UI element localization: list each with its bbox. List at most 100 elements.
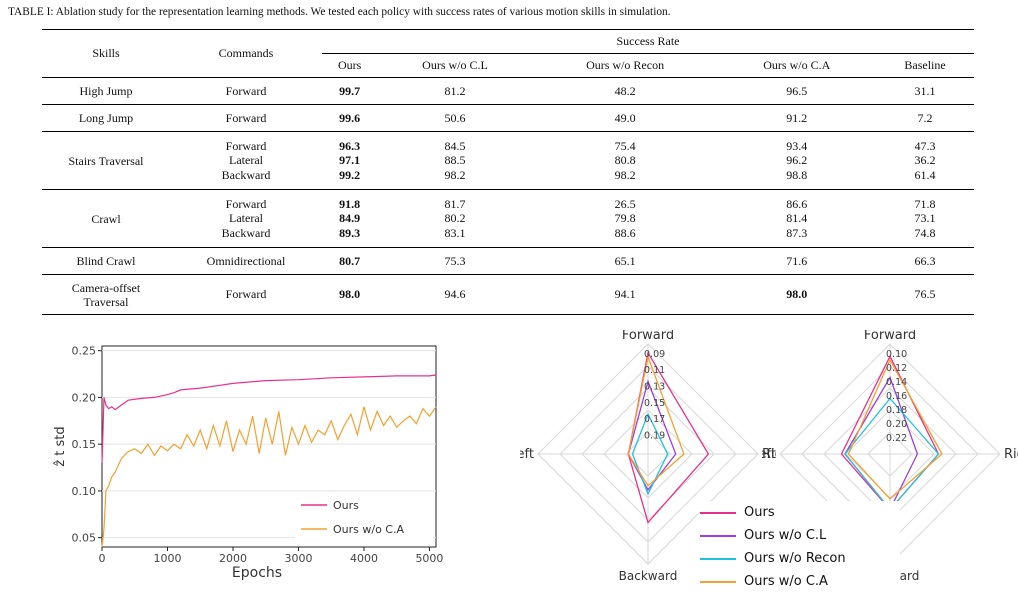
- x-tick-label: 5000: [415, 552, 443, 565]
- skill-cell: Blind Crawl: [42, 247, 170, 275]
- legend-box: [295, 495, 433, 541]
- y-tick-label: 0.05: [72, 532, 97, 545]
- x-tick-label: 4000: [350, 552, 378, 565]
- radar-series: [631, 412, 669, 496]
- radar-legend: Ours Ours w/o C.L Ours w/o Recon Ours w/o C…: [700, 501, 900, 593]
- radar-chart-left: Forward Right Backward Left 0.09 0.11 0.13 0.15…: [520, 330, 776, 580]
- radar-series: [627, 379, 677, 492]
- legend-item: Ours w/o Recon: [700, 547, 900, 570]
- value-cell: 98.0: [322, 274, 378, 315]
- table-row: Stairs Traversal Forward Lateral Backward 96…: [42, 131, 974, 190]
- value-cell: 96.5: [717, 77, 877, 105]
- legend-label: Ours w/o C.L: [744, 528, 827, 543]
- radar-tick-label: 0.12: [886, 363, 907, 374]
- value-cell: 66.3: [876, 247, 974, 275]
- command-cell: Forward Lateral Backward: [170, 131, 322, 190]
- value-cell: 76.5: [876, 274, 974, 315]
- skill-cell: High Jump: [42, 77, 170, 105]
- col-header-3: Ours w/o C.A: [763, 58, 831, 72]
- command-cell: Forward: [170, 104, 322, 132]
- radar-tick-label: 0.09: [644, 349, 665, 360]
- x-tick-label: 3000: [284, 552, 312, 565]
- skill-cell: Stairs Traversal: [42, 131, 170, 190]
- radar-tick-label: 0.17: [644, 414, 665, 425]
- value-cell: 86.6 81.4 87.3: [717, 189, 877, 248]
- value-cell: 91.2: [717, 104, 877, 132]
- table-caption: TABLE I: Ablation study for the represen…: [8, 6, 671, 18]
- legend-item: Ours w/o C.A: [700, 570, 900, 593]
- radar-axis-label: Forward: [622, 330, 674, 343]
- y-tick-label: 0.10: [72, 485, 97, 498]
- radar-series: [627, 354, 685, 487]
- radar-series: [627, 351, 710, 524]
- value-cell: 50.6: [377, 104, 533, 132]
- value-cell: 84.5 88.5 98.2: [377, 131, 533, 190]
- x-tick-label: 2000: [219, 552, 247, 565]
- value-cell: 94.6: [377, 274, 533, 315]
- radar-tick-label: 0.15: [644, 398, 665, 409]
- command-cell: Forward Lateral Backward: [170, 189, 322, 248]
- radar-tick-label: 0.19: [644, 430, 665, 441]
- series-line: [101, 374, 437, 463]
- value-cell: 65.1: [532, 247, 718, 275]
- value-cell: 99.7: [322, 77, 378, 105]
- value-cell: 75.4 80.8 98.2: [532, 131, 718, 190]
- x-tick-label: 0: [99, 552, 106, 565]
- legend-label: Ours: [744, 505, 775, 520]
- radar-axis-label: Left: [762, 447, 776, 462]
- command-cell: Omnidirectional: [170, 247, 322, 275]
- col-header-success-rate: Success Rate: [322, 29, 974, 54]
- ablation-table: Skills Commands Success Rate Ours Ours w/…: [42, 29, 974, 315]
- radar-axis-label: Right: [762, 447, 776, 462]
- y-tick-label: 0.20: [72, 391, 97, 404]
- legend-label: Ours w/o Recon: [744, 551, 846, 566]
- legend-label: Ours w/o C.A: [744, 574, 828, 589]
- radar-axis-label: Backward: [619, 569, 678, 580]
- x-axis-label: Epochs: [232, 565, 282, 580]
- command-cell: Forward: [170, 77, 322, 105]
- table-row: High Jump Forward 99.7 81.2 48.2 96.5 31.1: [42, 77, 974, 105]
- command-cell: Forward: [170, 274, 322, 315]
- value-cell: 91.8 84.9 89.3: [322, 189, 378, 248]
- legend-swatch: [700, 534, 736, 537]
- value-cell: 7.2: [876, 104, 974, 132]
- value-cell: 93.4 96.2 98.8: [717, 131, 877, 190]
- table-row: Crawl Forward Lateral Backward 91.8 84.9 89.3 8…: [42, 189, 974, 248]
- value-cell: 71.8 73.1 74.8: [876, 189, 974, 248]
- legend-item: Ours w/o C.L: [700, 524, 900, 547]
- value-cell: 81.2: [377, 77, 533, 105]
- radar-tick-label: 0.16: [886, 391, 907, 402]
- col-header-2: Ours w/o Recon: [586, 58, 665, 72]
- legend-swatch: [700, 580, 736, 583]
- radar-tick-label: 0.22: [886, 433, 907, 444]
- value-cell: 47.3 36.2 61.4: [876, 131, 974, 190]
- value-cell: 99.6: [322, 104, 378, 132]
- legend-swatch: [700, 557, 736, 560]
- radar-axis-label: Left: [520, 447, 534, 462]
- radar-tick-label: 0.10: [886, 349, 907, 360]
- radar-series: [847, 358, 943, 500]
- value-cell: 80.7: [322, 247, 378, 275]
- legend-item: Ours: [700, 501, 900, 524]
- radar-axis-label: Forward: [864, 330, 916, 343]
- col-header-1: Ours w/o C.L: [422, 58, 488, 72]
- table-row: Long Jump Forward 99.6 50.6 49.0 91.2 7.2: [42, 104, 974, 132]
- skill-cell: Long Jump: [42, 104, 170, 132]
- value-cell: 26.5 79.8 88.6: [532, 189, 718, 248]
- value-cell: 98.0: [717, 274, 877, 315]
- value-cell: 71.6: [717, 247, 877, 275]
- radar-tick-label: 0.20: [886, 419, 907, 430]
- table-row: Camera-offset Traversal Forward 98.0 94.6 94…: [42, 274, 974, 315]
- legend-label: Ours w/o C.A: [333, 523, 404, 536]
- col-header-skills: Skills: [92, 46, 120, 60]
- value-cell: 48.2: [532, 77, 718, 105]
- value-cell: 49.0: [532, 104, 718, 132]
- col-header-0: Ours: [337, 58, 362, 72]
- radar-tick-label: 0.14: [886, 377, 907, 388]
- col-header-4: Baseline: [904, 58, 946, 72]
- skill-cell: Crawl: [42, 189, 170, 248]
- value-cell: 96.3 97.1 99.2: [322, 131, 378, 190]
- radar-tick-label: 0.18: [886, 405, 907, 416]
- value-cell: 94.1: [532, 274, 718, 315]
- radar-axis-label: Right: [1004, 447, 1018, 462]
